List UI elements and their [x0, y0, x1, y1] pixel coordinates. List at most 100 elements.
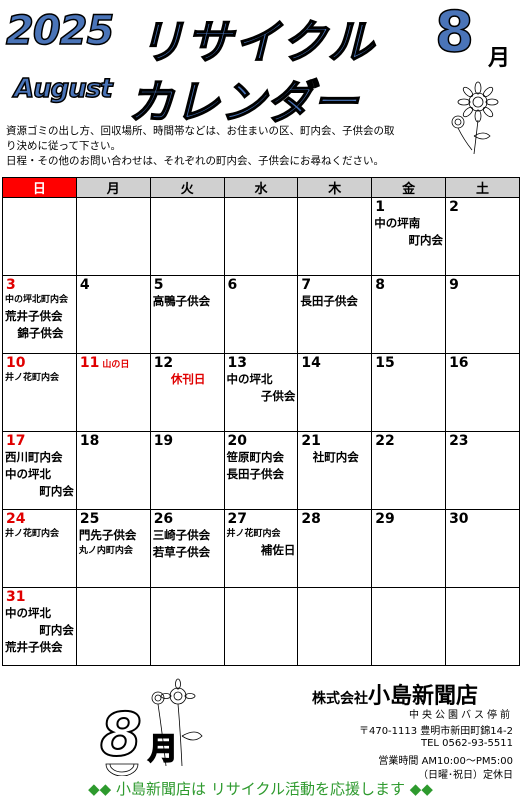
day-cell: 26 三崎子供会 若草子供会 — [149, 509, 225, 588]
footer-month-kanji: 月 — [147, 731, 179, 768]
day-cell: 24 井ノ花町内会 — [2, 509, 77, 588]
day-number: 30 — [449, 511, 469, 527]
day-number: 28 — [301, 511, 321, 527]
day-cell-empty — [149, 197, 225, 276]
day-number: 20 — [227, 433, 248, 449]
day-number: 11 山の日 — [77, 354, 150, 371]
calendar-table: 日 月 火 水 木 金 土 1 中の坪南 町内会 2 3 — [2, 177, 520, 666]
day-cell: 28 — [297, 509, 373, 588]
event-label: 笹原町内会 — [226, 450, 285, 464]
event-label: 中の坪北町内会 — [5, 295, 69, 305]
day-cell: 27 井ノ花町内会 補佐日 — [223, 509, 299, 588]
day-number: 31 — [6, 589, 26, 605]
month-english: August — [13, 73, 113, 105]
day-cell: 10 井ノ花町内会 — [2, 353, 77, 432]
week-row: 3 中の坪北町内会 荒井子供会 錦子供会 4 5 高鴨子供会 6 7 長田子供会… — [2, 275, 520, 354]
event-label: 長田子供会 — [300, 294, 358, 308]
day-cell-empty — [297, 197, 373, 276]
week-row: 10 井ノ花町内会 11 山の日 12 休刊日 13 中の坪北 子供会 14 15 — [2, 353, 520, 432]
day-number: 4 — [79, 277, 90, 293]
day-cell-empty — [75, 587, 151, 666]
day-cell: 8 — [371, 275, 447, 354]
day-number: 8 — [375, 277, 385, 293]
event-label: 井ノ花町内会 — [226, 529, 281, 539]
day-number: 2 — [449, 199, 459, 215]
weekday-sat: 土 — [445, 177, 520, 198]
weekday-fri: 金 — [371, 177, 447, 198]
event-label: 中の坪北 — [226, 372, 273, 386]
sunflower-watermelon-icon — [105, 678, 203, 776]
event-label: 中の坪北 — [5, 606, 51, 620]
day-cell: 6 — [223, 275, 299, 354]
event-label: 井ノ花町内会 — [5, 529, 60, 539]
day-number: 1 — [375, 199, 385, 215]
event-label: 社町内会 — [312, 450, 359, 464]
week-row: 24 井ノ花町内会 25 門先子供会 丸ノ内町内会 26 三崎子供会 若草子供会… — [2, 509, 520, 588]
day-cell: 13 中の坪北 子供会 — [223, 353, 299, 432]
note-line: 日程・その他のお問い合わせは、それぞれの町内会、子供会にお尋ねください。 — [6, 155, 384, 167]
day-number: 10 — [6, 355, 26, 371]
note-line: 資源ゴミの出し方、回収場所、時間帯などは、お住まいの区、町内会、子供会の取 — [6, 125, 395, 137]
day-number: 25 — [79, 511, 100, 527]
day-number: 27 — [227, 511, 248, 527]
day-cell: 19 — [149, 431, 225, 510]
event-label: 若草子供会 — [152, 545, 211, 559]
event-label: 中の坪南 — [374, 216, 421, 230]
weekday-tue: 火 — [149, 177, 225, 198]
day-cell-empty — [75, 197, 151, 276]
day-number: 6 — [227, 277, 238, 293]
day-number: 13 — [227, 355, 248, 371]
day-number: 21 — [301, 433, 321, 449]
event-label: 補佐日 — [260, 543, 296, 557]
diamond-icon: ◆◆ — [88, 780, 112, 798]
day-cell: 16 — [445, 353, 520, 432]
day-cell: 31 中の坪北 町内会 荒井子供会 — [2, 587, 77, 666]
day-cell-empty — [149, 587, 225, 666]
weekday-wed: 水 — [223, 177, 299, 198]
day-cell: 5 高鴨子供会 — [149, 275, 225, 354]
bus-stop: 中央公園バス停前 — [409, 710, 513, 721]
sunflower-icon — [451, 81, 499, 155]
day-cell: 3 中の坪北町内会 荒井子供会 錦子供会 — [2, 275, 77, 354]
weekday-thu: 木 — [297, 177, 373, 198]
day-number: 29 — [375, 511, 395, 527]
event-label: 門先子供会 — [78, 528, 137, 542]
day-cell: 2 — [445, 197, 520, 276]
weekday-sun: 日 — [2, 177, 77, 198]
day-cell: 9 — [445, 275, 520, 354]
event-label: 町内会 — [408, 233, 444, 247]
day-cell: 12 休刊日 — [149, 353, 225, 432]
event-label: 休刊日 — [170, 372, 206, 386]
day-number: 14 — [301, 355, 321, 371]
day-cell: 21 社町内会 — [297, 431, 373, 510]
event-label: 荒井子供会 — [5, 309, 63, 323]
event-label: 丸ノ内町内会 — [78, 546, 133, 556]
day-number: 5 — [153, 277, 164, 293]
closed-days: （日曜･祝日）定休日 — [418, 770, 513, 781]
day-number: 17 — [6, 433, 26, 449]
event-label: 町内会 — [39, 484, 74, 498]
event-label: 長田子供会 — [226, 467, 285, 481]
day-cell-empty — [223, 197, 299, 276]
day-number: 9 — [449, 277, 459, 293]
holiday-label: 山の日 — [102, 360, 130, 370]
year-title: 2025 — [5, 7, 115, 55]
week-row: 17 西川町内会 中の坪北 町内会 18 19 20 笹原町内会 長田子供会 2… — [2, 431, 520, 510]
event-label: 三崎子供会 — [152, 528, 211, 542]
company-prefix: 株式会社 — [312, 691, 368, 707]
event-label: 荒井子供会 — [5, 640, 63, 654]
note-line: り決めに従って下さい。 — [6, 140, 121, 152]
day-number: 7 — [301, 277, 312, 293]
day-number: 16 — [449, 355, 469, 371]
event-label: 子供会 — [260, 389, 296, 403]
week-row: 31 中の坪北 町内会 荒井子供会 — [2, 587, 520, 666]
day-cell: 30 — [445, 509, 520, 588]
title-line-2: カレンダー — [127, 74, 359, 130]
day-cell: 17 西川町内会 中の坪北 町内会 — [2, 431, 77, 510]
event-label: 西川町内会 — [5, 450, 63, 464]
company-main-name: 小島新聞店 — [368, 684, 479, 709]
day-number: 26 — [153, 511, 174, 527]
event-label: 中の坪北 — [5, 467, 51, 481]
notes: 資源ゴミの出し方、回収場所、時間帯などは、お住まいの区、町内会、子供会の取 り決… — [6, 124, 436, 169]
day-number: 22 — [375, 433, 395, 449]
